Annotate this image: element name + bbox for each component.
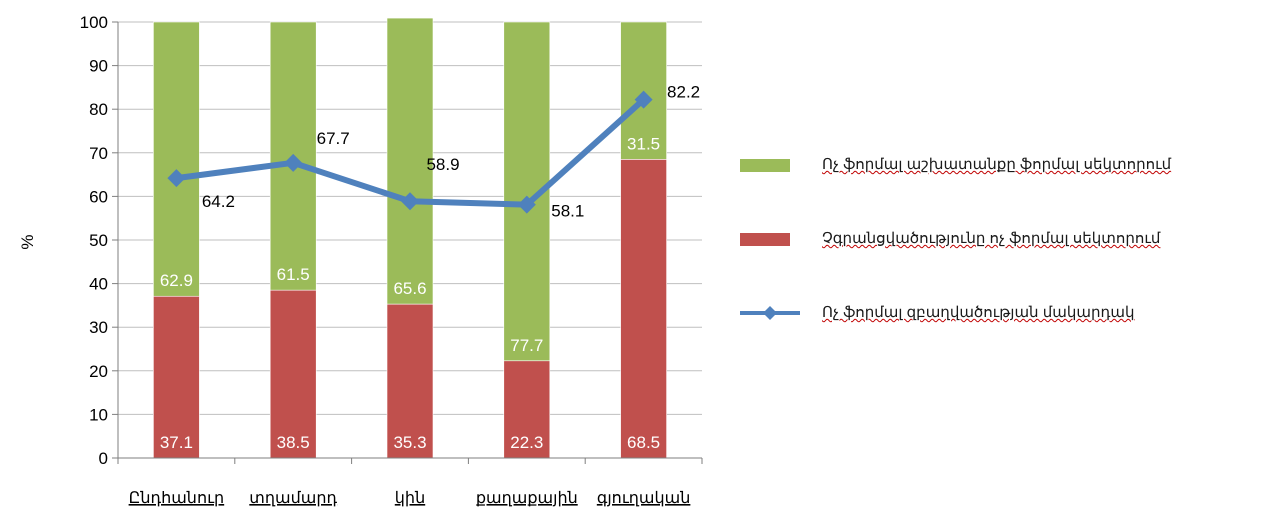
bar-data-label: 38.5 [277, 433, 310, 452]
y-tick-label: 90 [89, 57, 108, 76]
bar-segment [153, 21, 200, 297]
line-data-label: 67.7 [317, 129, 350, 148]
y-axis: 0 10 20 30 40 50 60 70 80 90 100 [80, 13, 119, 468]
bar-data-label: 62.9 [160, 271, 193, 290]
line-series: 64.2 67.7 58.9 58.1 82.2 [167, 83, 700, 221]
line-data-label: 58.1 [551, 202, 584, 221]
bar-segment [386, 303, 434, 459]
bar-segment [620, 159, 667, 459]
bar-segment [269, 289, 317, 459]
y-tick-label: 50 [89, 231, 108, 250]
legend-label: Ոչ ֆորմալ զբաղվածության մակարդակ [822, 304, 1135, 321]
y-tick-label: 20 [89, 362, 108, 381]
legend-item-informal-in-formal: Ոչ ֆորմալ աշխատանքը ֆորմալ սեկտորում [740, 150, 1260, 180]
legend-swatch-red [740, 233, 790, 246]
bar-data-label: 65.6 [393, 279, 426, 298]
bar-data-label: 22.3 [510, 433, 543, 452]
x-tick-label: տղամարդ [249, 490, 337, 507]
bar-data-label: 77.7 [510, 336, 543, 355]
line-marker [401, 192, 419, 211]
legend-swatch-green [740, 159, 790, 172]
y-tick-label: 60 [89, 187, 108, 206]
legend: Ոչ ֆորմալ աշխատանքը ֆորմալ սեկտորում Չգր… [740, 150, 1260, 372]
bar-data-label: 61.5 [277, 265, 310, 284]
bar-data-label: 37.1 [160, 433, 193, 452]
line-data-label: 64.2 [202, 192, 235, 211]
line-marker [517, 195, 536, 214]
line-marker [167, 169, 186, 188]
x-tick-label: Ընդհանուր [129, 490, 225, 507]
bars: 37.1 62.9 38.5 61.5 35.3 65.6 22.3 77.7 68.5 31.5 [153, 17, 667, 459]
legend-label: Չգրանցվածությունը ոչ ֆորմալ սեկտորում [822, 230, 1161, 247]
x-tick-label: կին [395, 490, 425, 507]
line-marker [634, 90, 653, 109]
x-tick-label: գյուղական [597, 490, 691, 507]
bar-data-label: 35.3 [393, 433, 426, 452]
y-axis-label: % [18, 234, 37, 249]
legend-item-unregistered-informal: Չգրանցվածությունը ոչ ֆորմալ սեկտորում [740, 224, 1260, 254]
y-tick-label: 70 [89, 144, 108, 163]
y-tick-label: 10 [89, 405, 108, 424]
y-tick-label: 100 [80, 13, 108, 32]
line-data-label: 82.2 [667, 83, 700, 102]
bar-data-label: 68.5 [627, 433, 660, 452]
line-data-label: 58.9 [426, 155, 459, 174]
y-tick-label: 30 [89, 318, 108, 337]
legend-line-marker-icon [740, 306, 800, 320]
bar-data-label: 31.5 [627, 134, 660, 153]
y-tick-label: 0 [99, 449, 108, 468]
y-tick-label: 40 [89, 275, 108, 294]
bar-segment [503, 360, 551, 459]
x-tick-label: քաղաքային [476, 490, 578, 507]
legend-item-informal-employment-level: Ոչ ֆորմալ զբաղվածության մակարդակ [740, 298, 1260, 328]
x-axis: Ընդհանուր տղամարդ կին քաղաքային գյուղական [117, 457, 703, 507]
bar-segment [386, 17, 434, 305]
y-tick-label: 80 [89, 100, 108, 119]
legend-label: Ոչ ֆորմալ աշխատանքը ֆորմալ սեկտորում [822, 156, 1172, 173]
line-marker [284, 153, 303, 172]
